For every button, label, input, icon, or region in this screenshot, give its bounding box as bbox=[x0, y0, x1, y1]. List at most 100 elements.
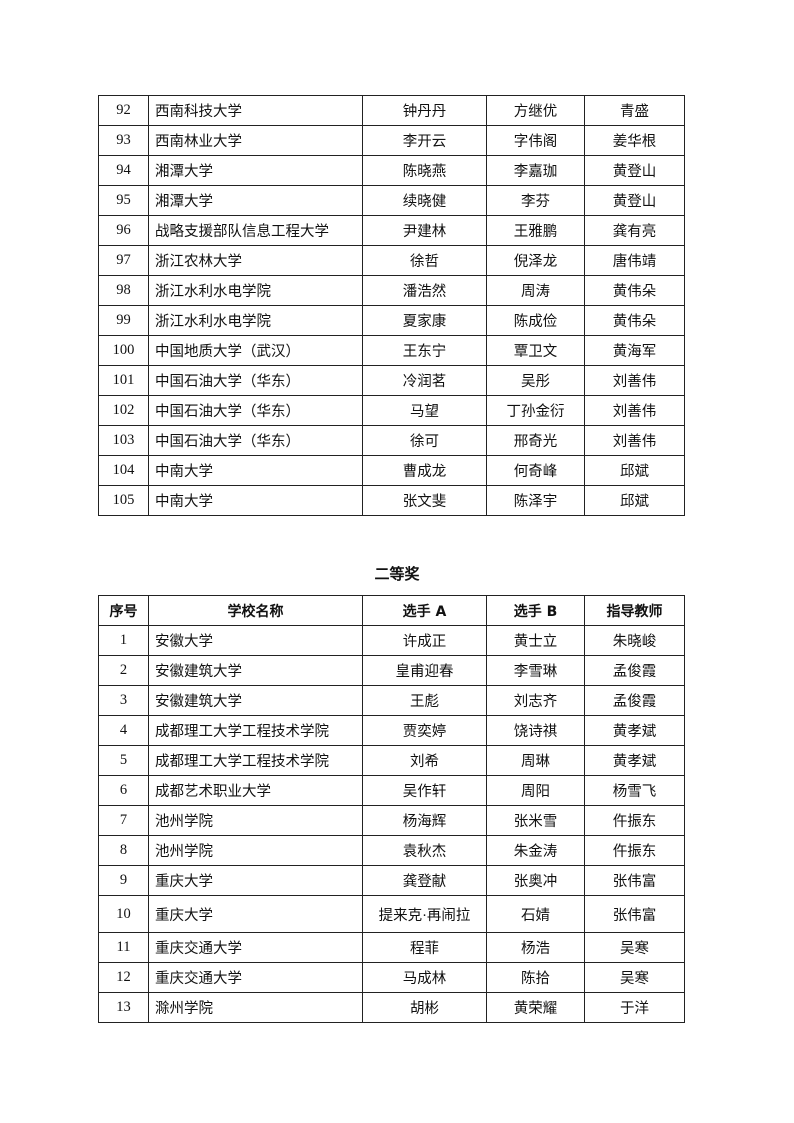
player-b-cell: 李雪琳 bbox=[486, 655, 585, 686]
seq-cell: 3 bbox=[98, 685, 149, 716]
table-row: 104 中南大学 曹成龙 何奇峰 邱斌 bbox=[98, 455, 685, 486]
player-a-cell: 张文斐 bbox=[362, 485, 487, 516]
seq-cell: 96 bbox=[98, 215, 149, 246]
table-row: 105 中南大学 张文斐 陈泽宇 邱斌 bbox=[98, 485, 685, 516]
player-a-cell: 潘浩然 bbox=[362, 275, 487, 306]
teacher-cell: 朱晓峻 bbox=[584, 625, 685, 656]
teacher-cell: 吴寒 bbox=[584, 962, 685, 993]
second-prize-table: 序号 学校名称 选手 A 选手 B 指导教师 1 安徽大学 许成正 黄士立 朱晓峻 2 安徽… bbox=[98, 595, 685, 1023]
seq-cell: 98 bbox=[98, 275, 149, 306]
player-b-cell: 杨浩 bbox=[486, 932, 585, 963]
teacher-cell: 张伟富 bbox=[584, 895, 685, 933]
table-row: 97 浙江农林大学 徐哲 倪泽龙 唐伟靖 bbox=[98, 245, 685, 276]
player-a-cell: 杨海辉 bbox=[362, 805, 487, 836]
seq-cell: 4 bbox=[98, 715, 149, 746]
table-row: 95 湘潭大学 续晓健 李芬 黄登山 bbox=[98, 185, 685, 216]
seq-cell: 102 bbox=[98, 395, 149, 426]
teacher-cell: 邱斌 bbox=[584, 485, 685, 516]
player-b-cell: 陈泽宇 bbox=[486, 485, 585, 516]
teacher-cell: 黄登山 bbox=[584, 185, 685, 216]
table-row: 99 浙江水利水电学院 夏家康 陈成俭 黄伟朵 bbox=[98, 305, 685, 336]
school-cell: 中南大学 bbox=[148, 455, 363, 486]
school-cell: 成都艺术职业大学 bbox=[148, 775, 363, 806]
player-a-cell: 龚登献 bbox=[362, 865, 487, 896]
teacher-cell: 吴寒 bbox=[584, 932, 685, 963]
header-seq: 序号 bbox=[98, 595, 149, 626]
header-school: 学校名称 bbox=[148, 595, 363, 626]
school-cell: 成都理工大学工程技术学院 bbox=[148, 715, 363, 746]
table-row: 9 重庆大学 龚登献 张奥冲 张伟富 bbox=[98, 865, 685, 896]
table-row: 102 中国石油大学（华东） 马望 丁孙金衍 刘善伟 bbox=[98, 395, 685, 426]
seq-cell: 8 bbox=[98, 835, 149, 866]
teacher-cell: 于洋 bbox=[584, 992, 685, 1023]
seq-cell: 105 bbox=[98, 485, 149, 516]
seq-cell: 92 bbox=[98, 95, 149, 126]
seq-cell: 6 bbox=[98, 775, 149, 806]
table-row: 2 安徽建筑大学 皇甫迎春 李雪琳 孟俊霞 bbox=[98, 655, 685, 686]
header-player-b: 选手 B bbox=[486, 595, 585, 626]
player-b-cell: 石婧 bbox=[486, 895, 585, 933]
player-a-cell: 夏家康 bbox=[362, 305, 487, 336]
table-row: 96 战略支援部队信息工程大学 尹建林 王雅鹏 龚有亮 bbox=[98, 215, 685, 246]
school-cell: 重庆大学 bbox=[148, 895, 363, 933]
teacher-cell: 黄登山 bbox=[584, 155, 685, 186]
seq-cell: 10 bbox=[98, 895, 149, 933]
player-a-cell: 提来克·再闹拉 bbox=[362, 895, 487, 933]
table-row: 103 中国石油大学（华东） 徐可 邢奇光 刘善伟 bbox=[98, 425, 685, 456]
player-b-cell: 黄荣耀 bbox=[486, 992, 585, 1023]
school-cell: 池州学院 bbox=[148, 805, 363, 836]
player-a-cell: 吴作轩 bbox=[362, 775, 487, 806]
table-row: 4 成都理工大学工程技术学院 贾奕婷 饶诗祺 黄孝斌 bbox=[98, 715, 685, 746]
teacher-cell: 黄海军 bbox=[584, 335, 685, 366]
player-b-cell: 周阳 bbox=[486, 775, 585, 806]
teacher-cell: 刘善伟 bbox=[584, 365, 685, 396]
player-a-cell: 皇甫迎春 bbox=[362, 655, 487, 686]
header-player-a: 选手 A bbox=[362, 595, 487, 626]
player-b-cell: 陈拾 bbox=[486, 962, 585, 993]
seq-cell: 103 bbox=[98, 425, 149, 456]
school-cell: 中南大学 bbox=[148, 485, 363, 516]
school-cell: 浙江水利水电学院 bbox=[148, 305, 363, 336]
seq-cell: 99 bbox=[98, 305, 149, 336]
seq-cell: 101 bbox=[98, 365, 149, 396]
player-b-cell: 陈成俭 bbox=[486, 305, 585, 336]
school-cell: 成都理工大学工程技术学院 bbox=[148, 745, 363, 776]
player-a-cell: 续晓健 bbox=[362, 185, 487, 216]
seq-cell: 93 bbox=[98, 125, 149, 156]
school-cell: 池州学院 bbox=[148, 835, 363, 866]
teacher-cell: 杨雪飞 bbox=[584, 775, 685, 806]
table-row: 12 重庆交通大学 马成林 陈拾 吴寒 bbox=[98, 962, 685, 993]
player-b-cell: 饶诗祺 bbox=[486, 715, 585, 746]
teacher-cell: 黄伟朵 bbox=[584, 275, 685, 306]
school-cell: 滁州学院 bbox=[148, 992, 363, 1023]
school-cell: 中国石油大学（华东） bbox=[148, 395, 363, 426]
award-table-continued: 92 西南科技大学 钟丹丹 方继优 青盛 93 西南林业大学 李开云 字伟阁 姜华根 94 湘潭大学陈… bbox=[98, 95, 685, 516]
player-b-cell: 王雅鹏 bbox=[486, 215, 585, 246]
player-b-cell: 张奥冲 bbox=[486, 865, 585, 896]
seq-cell: 2 bbox=[98, 655, 149, 686]
teacher-cell: 黄孝斌 bbox=[584, 715, 685, 746]
table-row: 93 西南林业大学 李开云 字伟阁 姜华根 bbox=[98, 125, 685, 156]
school-cell: 中国石油大学（华东） bbox=[148, 425, 363, 456]
header-teacher: 指导教师 bbox=[584, 595, 685, 626]
player-a-cell: 刘希 bbox=[362, 745, 487, 776]
school-cell: 西南林业大学 bbox=[148, 125, 363, 156]
seq-cell: 97 bbox=[98, 245, 149, 276]
school-cell: 重庆大学 bbox=[148, 865, 363, 896]
player-a-cell: 贾奕婷 bbox=[362, 715, 487, 746]
table-row: 3 安徽建筑大学 王彪 刘志齐 孟俊霞 bbox=[98, 685, 685, 716]
table-row: 5 成都理工大学工程技术学院 刘希 周琳 黄孝斌 bbox=[98, 745, 685, 776]
teacher-cell: 黄伟朵 bbox=[584, 305, 685, 336]
seq-cell: 94 bbox=[98, 155, 149, 186]
teacher-cell: 刘善伟 bbox=[584, 395, 685, 426]
header-row: 序号 学校名称 选手 A 选手 B 指导教师 bbox=[98, 595, 685, 626]
player-a-cell: 徐可 bbox=[362, 425, 487, 456]
teacher-cell: 刘善伟 bbox=[584, 425, 685, 456]
player-b-cell: 刘志齐 bbox=[486, 685, 585, 716]
player-a-cell: 王彪 bbox=[362, 685, 487, 716]
player-b-cell: 倪泽龙 bbox=[486, 245, 585, 276]
player-b-cell: 字伟阁 bbox=[486, 125, 585, 156]
table-row: 101 中国石油大学（华东） 冷润茗 吴彤 刘善伟 bbox=[98, 365, 685, 396]
player-a-cell: 徐哲 bbox=[362, 245, 487, 276]
seq-cell: 12 bbox=[98, 962, 149, 993]
